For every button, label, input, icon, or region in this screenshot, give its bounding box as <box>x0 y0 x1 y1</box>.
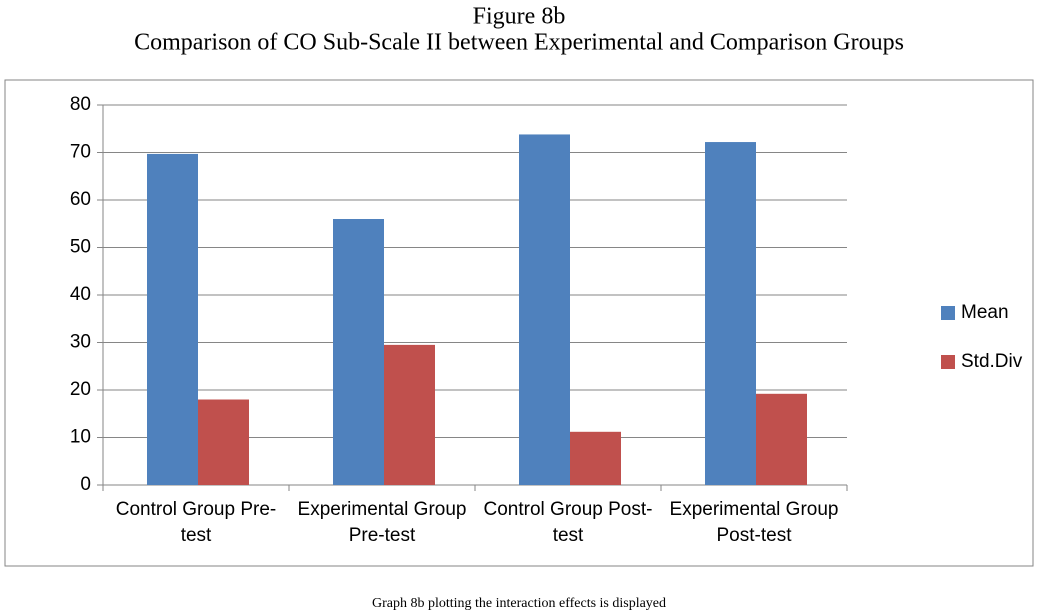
bar <box>570 431 621 485</box>
y-tick-label: 70 <box>70 142 91 163</box>
chart-title: Figure 8b <box>473 4 566 30</box>
legend-label: Std.Div <box>961 351 1023 372</box>
y-tick-label: 80 <box>70 94 91 115</box>
y-tick-label: 20 <box>70 379 91 400</box>
y-tick-label: 50 <box>70 237 91 258</box>
bar <box>756 393 807 485</box>
y-tick-label: 10 <box>70 427 91 448</box>
y-tick-label: 30 <box>70 332 91 353</box>
bar <box>384 344 435 485</box>
legend-label: Mean <box>961 302 1009 323</box>
x-tick-label: Control Group Pre-test <box>115 499 277 546</box>
y-tick-label: 60 <box>70 189 91 210</box>
legend-swatch <box>941 355 955 369</box>
x-tick-label: Control Group Post-test <box>483 499 653 546</box>
caption: Graph 8b plotting the interaction effect… <box>372 596 666 611</box>
chart-subtitle: Comparison of CO Sub-Scale II between Ex… <box>134 30 904 56</box>
y-tick-label: 40 <box>70 284 91 305</box>
x-tick-label: Experimental Group Post-test <box>669 499 839 546</box>
bar <box>147 153 198 486</box>
bar <box>333 219 384 485</box>
bar <box>705 142 756 486</box>
legend-swatch <box>941 306 955 320</box>
y-tick-label: 0 <box>80 474 91 495</box>
bar <box>519 134 570 485</box>
bar <box>198 399 249 485</box>
x-tick-label: Experimental Group Pre-test <box>297 499 467 546</box>
